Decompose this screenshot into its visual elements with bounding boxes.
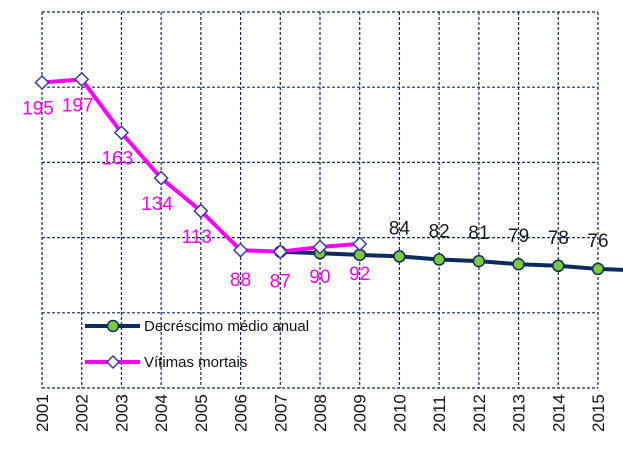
series-line-decrescimo (280, 249, 623, 272)
chart-grid (41, 11, 599, 389)
data-label-decrescimo: 76 (587, 231, 608, 252)
x-tick-label: 2010 (390, 394, 409, 432)
x-tick-label: 2008 (311, 394, 330, 432)
point-decrescimo (472, 254, 486, 268)
x-tick-label: 2005 (192, 394, 211, 432)
point-vitimas (233, 242, 249, 258)
point-decrescimo (512, 257, 525, 271)
data-label-vitimas: 197 (62, 95, 94, 116)
legend-item-decrescimo: Decréscimo médio anual (85, 318, 309, 335)
legend: Decréscimo médio anual Vítimas mortais (85, 318, 309, 371)
x-tick-label: 2014 (549, 394, 568, 432)
data-label-vitimas: 87 (270, 272, 291, 293)
x-tick-label: 2015 (589, 394, 608, 432)
data-label-vitimas: 195 (22, 99, 54, 120)
x-tick-label: 2012 (470, 394, 489, 432)
point-vitimas (34, 74, 50, 91)
data-label-decrescimo: 79 (508, 226, 529, 247)
series-lines (41, 77, 623, 272)
x-axis-ticks: 2001 2002 2003 2004 2005 2006 2007 2008 2009 2010… (33, 394, 608, 432)
data-label-vitimas: 90 (309, 267, 330, 288)
point-vitimas (74, 71, 90, 87)
data-label-vitimas: 163 (102, 149, 134, 170)
data-label-decrescimo: 78 (548, 228, 569, 249)
data-label-decrescimo: 84 (389, 218, 411, 239)
point-vitimas (272, 244, 288, 260)
legend-marker-vitimas (105, 354, 121, 370)
data-label-vitimas: 92 (349, 264, 370, 285)
data-label-vitimas: 113 (182, 227, 212, 248)
data-label-vitimas: 134 (141, 194, 173, 215)
point-vitimas (352, 236, 368, 252)
point-decrescimo (393, 250, 406, 263)
legend-marker-decrescimo (106, 319, 120, 333)
x-tick-label: 2004 (152, 394, 171, 432)
point-vitimas (113, 125, 129, 141)
data-label-vitimas: 88 (230, 270, 251, 291)
data-label-decrescimo: 82 (429, 222, 450, 243)
point-decrescimo (432, 253, 446, 266)
legend-label-vitimas: Vítimas mortais (144, 354, 247, 371)
point-decrescimo (552, 259, 565, 273)
x-tick-label: 2011 (430, 395, 449, 432)
point-vitimas (193, 203, 209, 219)
data-labels: 1951971631341138887909284828179787675 (22, 95, 608, 293)
point-decrescimo (591, 262, 605, 276)
legend-label-decrescimo: Decréscimo médio anual (144, 318, 309, 335)
x-tick-label: 2002 (73, 394, 92, 432)
point-vitimas (312, 239, 328, 255)
x-tick-label: 2001 (33, 394, 52, 432)
x-tick-label: 2007 (271, 394, 290, 432)
series-markers (34, 71, 605, 276)
x-tick-label: 2003 (112, 394, 131, 432)
legend-item-vitimas: Vítimas mortais (85, 354, 247, 371)
x-tick-label: 2009 (351, 394, 370, 432)
data-label-decrescimo: 81 (468, 223, 489, 244)
x-tick-label: 2006 (232, 394, 251, 432)
point-vitimas (153, 170, 169, 186)
x-tick-label: 2013 (510, 394, 529, 432)
